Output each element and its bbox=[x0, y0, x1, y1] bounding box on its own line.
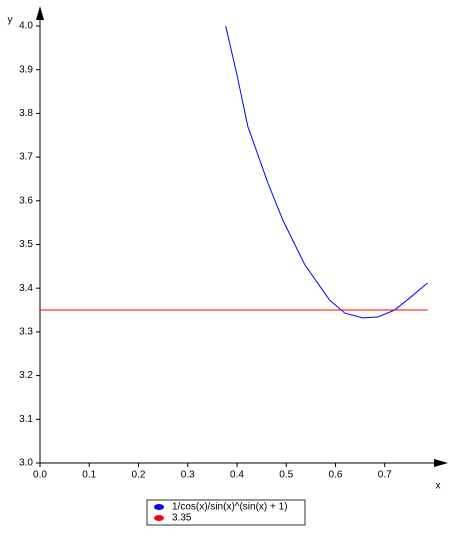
series-line bbox=[225, 25, 428, 319]
y-tick-label: 3.9 bbox=[19, 64, 33, 75]
x-tick-label: 0.6 bbox=[329, 470, 343, 481]
y-tick-label: 4.0 bbox=[19, 21, 33, 32]
y-axis-arrow bbox=[36, 6, 44, 20]
x-tick-label: 0.7 bbox=[378, 470, 392, 481]
x-tick-label: 0.1 bbox=[82, 470, 96, 481]
x-axis-label: x bbox=[436, 481, 441, 492]
x-tick-label: 0.4 bbox=[230, 470, 244, 481]
y-tick-label: 3.0 bbox=[19, 458, 33, 469]
x-tick-label: 0.0 bbox=[33, 470, 47, 481]
x-tick-label: 0.5 bbox=[279, 470, 293, 481]
legend-swatch bbox=[154, 515, 164, 521]
y-tick-label: 3.1 bbox=[19, 414, 33, 425]
x-axis-arrow bbox=[434, 459, 448, 467]
y-tick-label: 3.5 bbox=[19, 239, 33, 250]
y-tick-label: 3.3 bbox=[19, 327, 33, 338]
y-tick-label: 3.7 bbox=[19, 152, 33, 163]
y-tick-label: 3.8 bbox=[19, 108, 33, 119]
y-tick-label: 3.4 bbox=[19, 283, 33, 294]
x-tick-label: 0.3 bbox=[181, 470, 195, 481]
x-tick-label: 0.2 bbox=[132, 470, 146, 481]
y-tick-label: 3.6 bbox=[19, 195, 33, 206]
legend-label: 1/cos(x)/sin(x)^(sin(x) + 1) bbox=[172, 502, 288, 513]
y-tick-label: 3.2 bbox=[19, 370, 33, 381]
legend-label: 3.35 bbox=[172, 513, 192, 524]
legend bbox=[146, 499, 306, 526]
y-axis-label: y bbox=[8, 15, 13, 26]
legend-swatch bbox=[154, 504, 164, 510]
